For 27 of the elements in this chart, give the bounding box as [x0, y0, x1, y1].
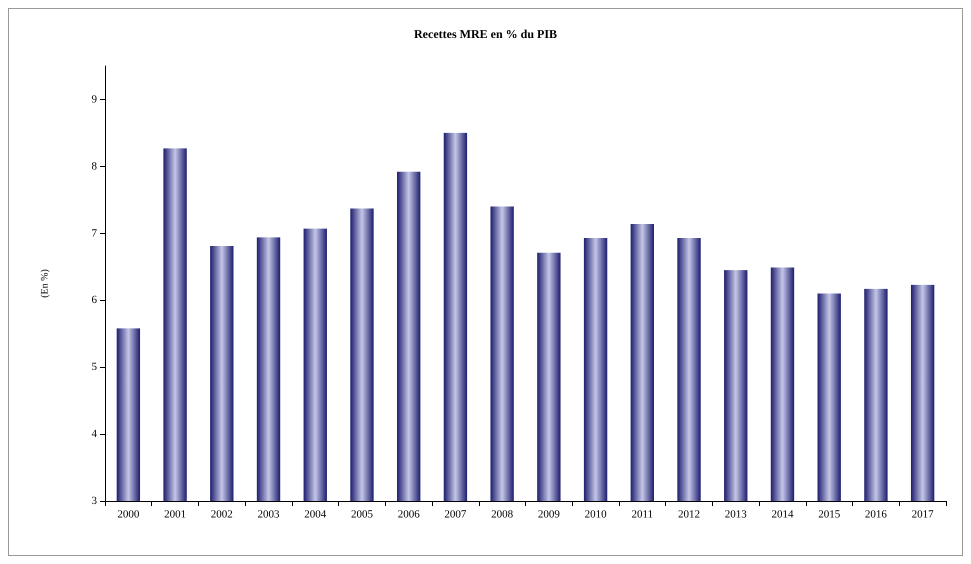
y-tick-label: 5: [92, 361, 98, 374]
x-tick-label: 2011: [632, 508, 654, 520]
x-tick-label: 2016: [864, 508, 888, 520]
y-tick-label: 3: [92, 495, 98, 507]
x-tick-label: 2008: [491, 508, 514, 520]
x-tick-label: 2010: [584, 508, 608, 520]
x-tick-label: 2012: [678, 508, 700, 520]
x-tick-label: 2004: [304, 508, 327, 520]
x-tick-label: 2007: [444, 508, 467, 520]
chart-title: Recettes MRE en % du PIB: [414, 27, 557, 41]
y-tick-label: 8: [92, 160, 98, 172]
x-tick-label: 2013: [724, 508, 748, 520]
x-tick-label: 2006: [398, 508, 420, 520]
x-tick-label: 2009: [538, 508, 560, 520]
x-tick-label: 2000: [117, 508, 140, 520]
y-tick-label: 7: [92, 227, 98, 240]
x-tick-label: 2005: [350, 508, 374, 520]
y-tick-label: 4: [92, 428, 98, 440]
x-tick-label: 2002: [210, 508, 233, 520]
x-tick-label: 2017: [912, 508, 934, 520]
x-tick-label: 2015: [818, 508, 841, 520]
y-tick-label: 9: [92, 93, 98, 106]
x-tick-label: 2001: [164, 508, 186, 520]
y-tick-label: 6: [92, 294, 98, 306]
x-tick-label: 2003: [258, 508, 280, 520]
x-tick-label: 2014: [771, 508, 794, 520]
y-axis-title: (En %): [40, 269, 50, 298]
